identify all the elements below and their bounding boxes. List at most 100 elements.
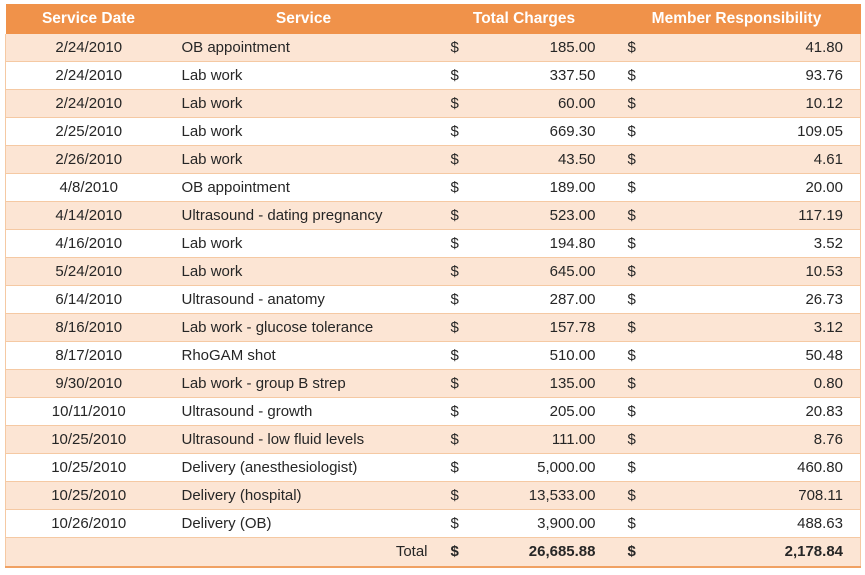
billing-table-container: Service Date Service Total Charges Membe… [5, 4, 861, 568]
table-row: 8/17/2010 RhoGAM shot $ 510.00 $ 50.48 [5, 341, 861, 370]
member-responsibility-amount: 708.11 [798, 487, 843, 504]
service-cell: Lab work [181, 123, 243, 140]
table-row: 4/8/2010 OB appointment $ 189.00 $ 20.00 [5, 173, 861, 202]
member-responsibility-cell: $ 3.52 [612, 229, 861, 258]
dollar-sign: $ [450, 431, 459, 448]
member-responsibility-cell: $ 93.76 [612, 61, 861, 90]
dollar-sign: $ [627, 235, 636, 252]
service-date-cell: 2/24/2010 [5, 89, 172, 118]
service-cell: Lab work - group B strep [181, 375, 346, 392]
total-charges-sum-cell: $ 26,685.88 [436, 538, 613, 568]
dollar-sign: $ [450, 179, 459, 196]
dollar-sign: $ [450, 515, 459, 532]
service-cell: Delivery (hospital) [181, 487, 302, 504]
dollar-sign: $ [627, 543, 636, 560]
service-date-cell: 2/24/2010 [5, 34, 172, 62]
service-date-cell: 10/11/2010 [5, 397, 172, 426]
total-charges-cell: $ 13,533.00 [436, 482, 613, 510]
total-charges-amount: 510.00 [549, 347, 596, 364]
dollar-sign: $ [627, 487, 636, 504]
service-date-cell: 4/16/2010 [5, 229, 172, 258]
member-responsibility-cell: $ 708.11 [612, 481, 861, 510]
service-date-cell: 4/8/2010 [5, 173, 172, 202]
total-charges-amount: 185.00 [549, 39, 596, 56]
table-row: 5/24/2010 Lab work $ 645.00 $ 10.53 [5, 257, 861, 286]
dollar-sign: $ [450, 235, 459, 252]
service-date-cell: 2/26/2010 [5, 145, 172, 174]
dollar-sign: $ [627, 151, 636, 168]
dollar-sign: $ [450, 151, 459, 168]
member-responsibility-amount: 117.19 [798, 207, 843, 224]
member-responsibility-cell: $ 4.61 [612, 145, 861, 174]
table-row: 2/26/2010 Lab work $ 43.50 $ 4.61 [5, 145, 861, 174]
dollar-sign: $ [450, 263, 459, 280]
table-row: 2/24/2010 Lab work $ 337.50 $ 93.76 [5, 61, 861, 90]
service-cell: Ultrasound - anatomy [181, 291, 325, 308]
total-charges-amount: 645.00 [549, 263, 596, 280]
dollar-sign: $ [627, 347, 636, 364]
service-date-cell: 9/30/2010 [5, 369, 172, 398]
service-date-cell: 10/25/2010 [5, 425, 172, 454]
member-responsibility-cell: $ 109.05 [612, 117, 861, 146]
table-header: Service Date Service Total Charges Membe… [5, 4, 861, 34]
total-charges-cell: $ 189.00 [436, 174, 613, 202]
service-cell: Lab work [181, 235, 243, 252]
service-cell: Lab work [181, 67, 243, 84]
total-charges-amount: 43.50 [557, 151, 596, 168]
dollar-sign: $ [627, 403, 636, 420]
table-row: 6/14/2010 Ultrasound - anatomy $ 287.00 … [5, 285, 861, 314]
dollar-sign: $ [450, 67, 459, 84]
dollar-sign: $ [450, 39, 459, 56]
dollar-sign: $ [627, 515, 636, 532]
total-charges-amount: 60.00 [557, 95, 596, 112]
total-charges-amount: 205.00 [549, 403, 596, 420]
total-charges-sum: 26,685.88 [528, 543, 596, 560]
column-header-member-responsibility: Member Responsibility [612, 4, 861, 34]
member-responsibility-amount: 20.83 [805, 403, 843, 420]
member-responsibility-sum: 2,178.84 [784, 543, 843, 560]
total-charges-cell: $ 3,900.00 [436, 510, 613, 538]
member-responsibility-amount: 20.00 [805, 179, 843, 196]
total-empty-cell [5, 537, 172, 567]
service-date-cell: 2/25/2010 [5, 117, 172, 146]
dollar-sign: $ [450, 459, 459, 476]
member-responsibility-amount: 8.76 [813, 431, 843, 448]
dollar-sign: $ [627, 263, 636, 280]
total-charges-amount: 13,533.00 [528, 487, 596, 504]
dollar-sign: $ [450, 375, 459, 392]
member-responsibility-cell: $ 26.73 [612, 285, 861, 314]
total-charges-amount: 5,000.00 [537, 459, 596, 476]
dollar-sign: $ [450, 291, 459, 308]
total-charges-cell: $ 157.78 [436, 314, 613, 342]
member-responsibility-cell: $ 3.12 [612, 313, 861, 342]
total-charges-cell: $ 205.00 [436, 398, 613, 426]
total-charges-amount: 523.00 [549, 207, 596, 224]
total-charges-amount: 287.00 [549, 291, 596, 308]
service-date-cell: 8/16/2010 [5, 313, 172, 342]
member-responsibility-cell: $ 20.83 [612, 397, 861, 426]
total-charges-amount: 3,900.00 [537, 515, 596, 532]
member-responsibility-amount: 109.05 [797, 123, 843, 140]
service-cell: Delivery (OB) [181, 515, 272, 532]
member-responsibility-amount: 3.12 [813, 319, 843, 336]
dollar-sign: $ [627, 179, 636, 196]
total-charges-amount: 194.80 [549, 235, 596, 252]
service-date-cell: 10/25/2010 [5, 453, 172, 482]
service-date-cell: 5/24/2010 [5, 257, 172, 286]
service-cell: Ultrasound - low fluid levels [181, 431, 365, 448]
total-charges-cell: $ 510.00 [436, 342, 613, 370]
total-charges-cell: $ 194.80 [436, 230, 613, 258]
member-responsibility-amount: 460.80 [797, 459, 843, 476]
dollar-sign: $ [450, 319, 459, 336]
service-cell: OB appointment [181, 179, 290, 196]
table-row: 2/25/2010 Lab work $ 669.30 $ 109.05 [5, 117, 861, 146]
member-responsibility-amount: 93.76 [805, 67, 843, 84]
service-cell: Lab work [181, 151, 243, 168]
service-date-cell: 10/25/2010 [5, 481, 172, 510]
member-responsibility-amount: 0.80 [813, 375, 843, 392]
service-cell: OB appointment [181, 39, 290, 56]
member-responsibility-amount: 26.73 [805, 291, 843, 308]
member-responsibility-amount: 50.48 [805, 347, 843, 364]
total-charges-cell: $ 5,000.00 [436, 454, 613, 482]
total-charges-cell: $ 60.00 [436, 90, 613, 118]
